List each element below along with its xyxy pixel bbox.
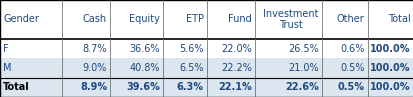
Text: 5.6%: 5.6% <box>179 43 203 54</box>
Text: ETP: ETP <box>185 14 203 24</box>
Text: 40.8%: 40.8% <box>129 63 159 73</box>
Text: Investment
Trust: Investment Trust <box>263 9 318 30</box>
Text: 22.1%: 22.1% <box>218 82 252 92</box>
Text: M: M <box>3 63 12 73</box>
Text: Other: Other <box>336 14 364 24</box>
Text: 39.6%: 39.6% <box>126 82 159 92</box>
Bar <box>0 0 413 39</box>
Text: 8.7%: 8.7% <box>82 43 107 54</box>
Text: 26.5%: 26.5% <box>287 43 318 54</box>
Text: F: F <box>3 43 9 54</box>
Text: 6.3%: 6.3% <box>176 82 203 92</box>
Text: Cash: Cash <box>83 14 107 24</box>
Text: Fund: Fund <box>228 14 252 24</box>
Text: 0.5%: 0.5% <box>339 63 364 73</box>
Text: 22.0%: 22.0% <box>221 43 252 54</box>
Bar <box>0 58 413 78</box>
Text: Equity: Equity <box>129 14 159 24</box>
Text: 9.0%: 9.0% <box>83 63 107 73</box>
Text: 100.0%: 100.0% <box>369 82 410 92</box>
Text: 6.5%: 6.5% <box>179 63 203 73</box>
Text: 0.6%: 0.6% <box>339 43 364 54</box>
Text: 21.0%: 21.0% <box>287 63 318 73</box>
Text: 8.9%: 8.9% <box>80 82 107 92</box>
Text: Total: Total <box>387 14 410 24</box>
Text: Gender: Gender <box>3 14 39 24</box>
Text: Total: Total <box>3 82 30 92</box>
Text: 100.0%: 100.0% <box>369 63 410 73</box>
Text: 22.2%: 22.2% <box>221 63 252 73</box>
Text: 22.6%: 22.6% <box>284 82 318 92</box>
Bar <box>0 39 413 58</box>
Text: 100.0%: 100.0% <box>369 43 410 54</box>
Bar <box>0 78 413 97</box>
Text: 0.5%: 0.5% <box>337 82 364 92</box>
Text: 36.6%: 36.6% <box>129 43 159 54</box>
